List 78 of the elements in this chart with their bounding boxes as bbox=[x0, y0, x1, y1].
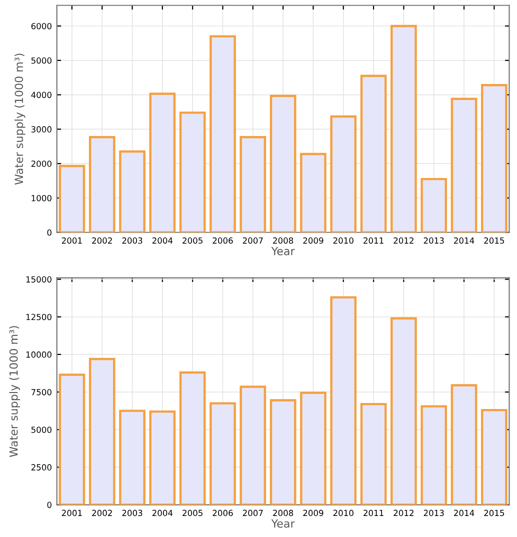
y-tick-label: 7500 bbox=[31, 389, 52, 396]
bar bbox=[179, 371, 206, 505]
x-tick-label: 2010 bbox=[333, 510, 354, 516]
x-tick-label: 2004 bbox=[152, 237, 173, 244]
bar bbox=[270, 399, 296, 505]
x-tick-label: 2001 bbox=[62, 237, 82, 244]
bar bbox=[58, 374, 86, 505]
y-tick-label: 2000 bbox=[31, 160, 52, 167]
bar bbox=[119, 410, 146, 505]
x-tick-label: 2005 bbox=[182, 237, 202, 244]
bar bbox=[149, 92, 176, 232]
y-tick-label: 0 bbox=[47, 229, 52, 236]
bar bbox=[88, 136, 116, 232]
x-tick-label: 2009 bbox=[303, 237, 324, 244]
x-axis-title: Year bbox=[271, 519, 295, 528]
y-tick-label: 5000 bbox=[31, 426, 52, 433]
bar bbox=[88, 358, 116, 505]
bar bbox=[210, 402, 236, 505]
x-tick-label: 2002 bbox=[92, 237, 112, 244]
x-tick-label: 2003 bbox=[122, 237, 142, 244]
x-tick-label: 2012 bbox=[394, 510, 414, 516]
x-tick-label: 2002 bbox=[92, 510, 112, 516]
y-tick-label: 3000 bbox=[31, 126, 52, 132]
y-axis-title: Water supply (1000 m³) bbox=[9, 326, 20, 458]
x-tick-label: 2013 bbox=[424, 510, 444, 516]
x-axis-title: Year bbox=[271, 247, 295, 256]
bar bbox=[390, 317, 417, 505]
bar bbox=[179, 112, 206, 232]
bar bbox=[420, 405, 448, 505]
bar bbox=[480, 408, 508, 505]
x-tick-label: 2004 bbox=[152, 510, 173, 516]
y-tick-label: 1000 bbox=[32, 194, 52, 202]
x-tick-label: 2005 bbox=[182, 510, 202, 516]
x-tick-label: 2006 bbox=[212, 237, 233, 244]
x-tick-label: 2015 bbox=[484, 510, 504, 516]
x-tick-label: 2010 bbox=[333, 237, 354, 244]
bar bbox=[240, 386, 266, 505]
x-tick-label: 2014 bbox=[454, 510, 474, 516]
bar bbox=[450, 384, 478, 505]
x-tick-label: 2001 bbox=[62, 510, 82, 516]
bar bbox=[210, 35, 236, 232]
bar bbox=[330, 296, 357, 505]
bar bbox=[420, 178, 448, 232]
bar bbox=[360, 402, 387, 505]
y-tick-label: 15000 bbox=[26, 276, 52, 283]
x-tick-label: 2012 bbox=[394, 237, 414, 244]
bar bbox=[300, 392, 326, 505]
y-tick-label: 10000 bbox=[26, 351, 52, 358]
bar bbox=[330, 115, 357, 232]
y-tick-label: 4000 bbox=[31, 92, 52, 98]
bar bbox=[270, 94, 296, 232]
x-tick-label: 2014 bbox=[454, 237, 474, 244]
x-tick-label: 2013 bbox=[424, 237, 444, 244]
x-tick-label: 2009 bbox=[303, 510, 324, 516]
y-tick-label: 2500 bbox=[31, 464, 52, 470]
bar bbox=[119, 150, 146, 232]
bar bbox=[480, 84, 508, 232]
y-tick-label: 12500 bbox=[26, 314, 52, 320]
x-tick-label: 2003 bbox=[122, 510, 142, 516]
bar bbox=[240, 136, 266, 232]
bar bbox=[58, 164, 86, 232]
bar bbox=[300, 152, 326, 232]
x-tick-label: 2011 bbox=[364, 510, 384, 516]
bar bbox=[390, 24, 417, 232]
bar bbox=[149, 410, 176, 505]
bar bbox=[360, 74, 387, 232]
y-axis-title: Water supply (1000 m³) bbox=[14, 54, 26, 185]
x-tick-label: 2011 bbox=[364, 237, 384, 244]
y-tick-label: 6000 bbox=[31, 22, 52, 30]
x-tick-label: 2015 bbox=[484, 237, 504, 244]
y-tick-label: 0 bbox=[47, 502, 52, 508]
bar bbox=[450, 98, 478, 232]
x-tick-label: 2008 bbox=[273, 237, 294, 244]
x-tick-label: 2006 bbox=[212, 510, 233, 516]
y-tick-label: 5000 bbox=[31, 57, 52, 64]
x-tick-label: 2007 bbox=[242, 510, 263, 516]
x-tick-label: 2008 bbox=[273, 510, 294, 516]
x-tick-label: 2007 bbox=[242, 237, 263, 244]
